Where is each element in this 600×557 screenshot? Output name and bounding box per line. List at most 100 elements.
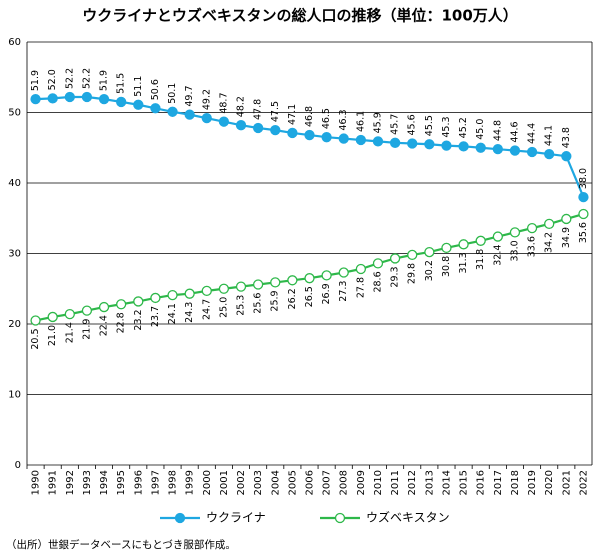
x-tick-label: 2012 [407,470,418,495]
data-label: 45.3 [441,116,452,137]
point [184,109,195,120]
data-label: 38.0 [578,168,589,189]
data-label: 24.3 [184,302,195,323]
data-label: 32.4 [492,245,503,266]
point [47,311,58,323]
point [475,235,486,246]
point [578,191,589,203]
data-label: 45.2 [458,117,469,138]
x-tick-label: 1996 [133,470,144,495]
x-tick-label: 1992 [65,470,76,495]
y-tick-label: 20 [8,319,21,330]
point [184,288,195,299]
legend-marker [174,512,186,524]
point [441,242,452,254]
data-label: 20.5 [30,328,41,349]
data-label: 26.9 [321,283,332,304]
x-tick-label: 2017 [493,470,504,495]
point [355,263,367,275]
data-label: 44.8 [492,120,503,141]
data-label: 25.6 [253,293,264,314]
data-label: 52.2 [81,68,92,89]
data-label: 29.8 [407,263,418,284]
data-label: 24.7 [201,299,212,320]
point [133,99,144,110]
data-label: 45.5 [424,115,435,136]
point [424,139,435,150]
data-label: 47.5 [270,101,281,122]
data-label: 22.4 [99,315,110,336]
point [133,296,144,307]
x-tick-label: 1990 [31,470,42,495]
data-label: 51.1 [133,76,144,97]
data-label: 46.1 [355,111,366,132]
data-label: 30.8 [441,256,452,277]
x-tick-label: 2003 [253,470,264,495]
data-label: 34.2 [544,232,555,253]
point [458,239,469,250]
x-tick-label: 2008 [339,470,350,495]
x-tick-label: 2022 [578,470,589,495]
point [561,151,572,162]
x-tick-label: 2020 [544,470,555,495]
data-label: 27.3 [338,281,349,302]
x-tick-label: 1997 [150,470,161,495]
data-label: 45.9 [372,112,383,133]
point [252,122,264,134]
y-tick-label: 40 [8,178,21,189]
point [150,292,161,304]
x-tick-label: 2014 [441,470,452,495]
data-label: 48.2 [236,96,247,117]
point [150,103,161,114]
data-label: 28.6 [372,271,383,292]
data-label: 21.9 [81,319,92,340]
point [81,305,93,316]
data-label: 23.7 [150,306,161,327]
point [526,146,538,158]
point [98,93,110,105]
chart-title: ウクライナとウズベキスタンの総人口の推移（単位：100万人） [82,7,518,25]
data-label: 52.0 [47,69,58,90]
point [116,96,127,108]
point [578,208,589,220]
point [201,112,212,124]
data-label: 44.4 [527,123,538,144]
data-label: 50.1 [167,83,178,104]
data-label: 45.0 [475,119,486,140]
data-label: 26.5 [304,286,315,307]
x-tick-label: 2018 [510,470,521,495]
point [475,142,486,153]
x-tick-label: 2000 [202,470,213,495]
y-tick-label: 50 [8,108,21,119]
point [235,120,247,131]
legend-label: ウクライナ [206,511,266,525]
legend-label: ウズベキスタン [366,510,450,525]
data-label: 43.8 [561,127,572,148]
data-label: 23.2 [133,309,144,330]
data-label: 33.0 [509,240,520,261]
data-label: 27.8 [355,277,366,298]
point [167,289,178,301]
point [509,145,521,156]
x-tick-label: 2013 [424,470,435,495]
point [492,144,503,155]
y-tick-label: 0 [15,460,21,471]
legend-marker [334,512,346,524]
point [270,124,281,136]
point [201,285,212,297]
data-label: 48.7 [218,93,229,114]
point [407,249,418,261]
data-label: 46.5 [321,108,332,129]
x-tick-label: 2005 [287,470,298,495]
x-tick-label: 1995 [116,470,127,495]
point [355,134,367,146]
point [64,308,75,320]
data-label: 52.2 [64,68,75,89]
point [116,299,127,310]
point [98,301,110,313]
point [235,281,247,292]
x-tick-label: 2015 [459,470,470,495]
data-label: 25.9 [270,290,281,311]
data-label: 51.5 [116,73,127,94]
point [321,270,332,281]
